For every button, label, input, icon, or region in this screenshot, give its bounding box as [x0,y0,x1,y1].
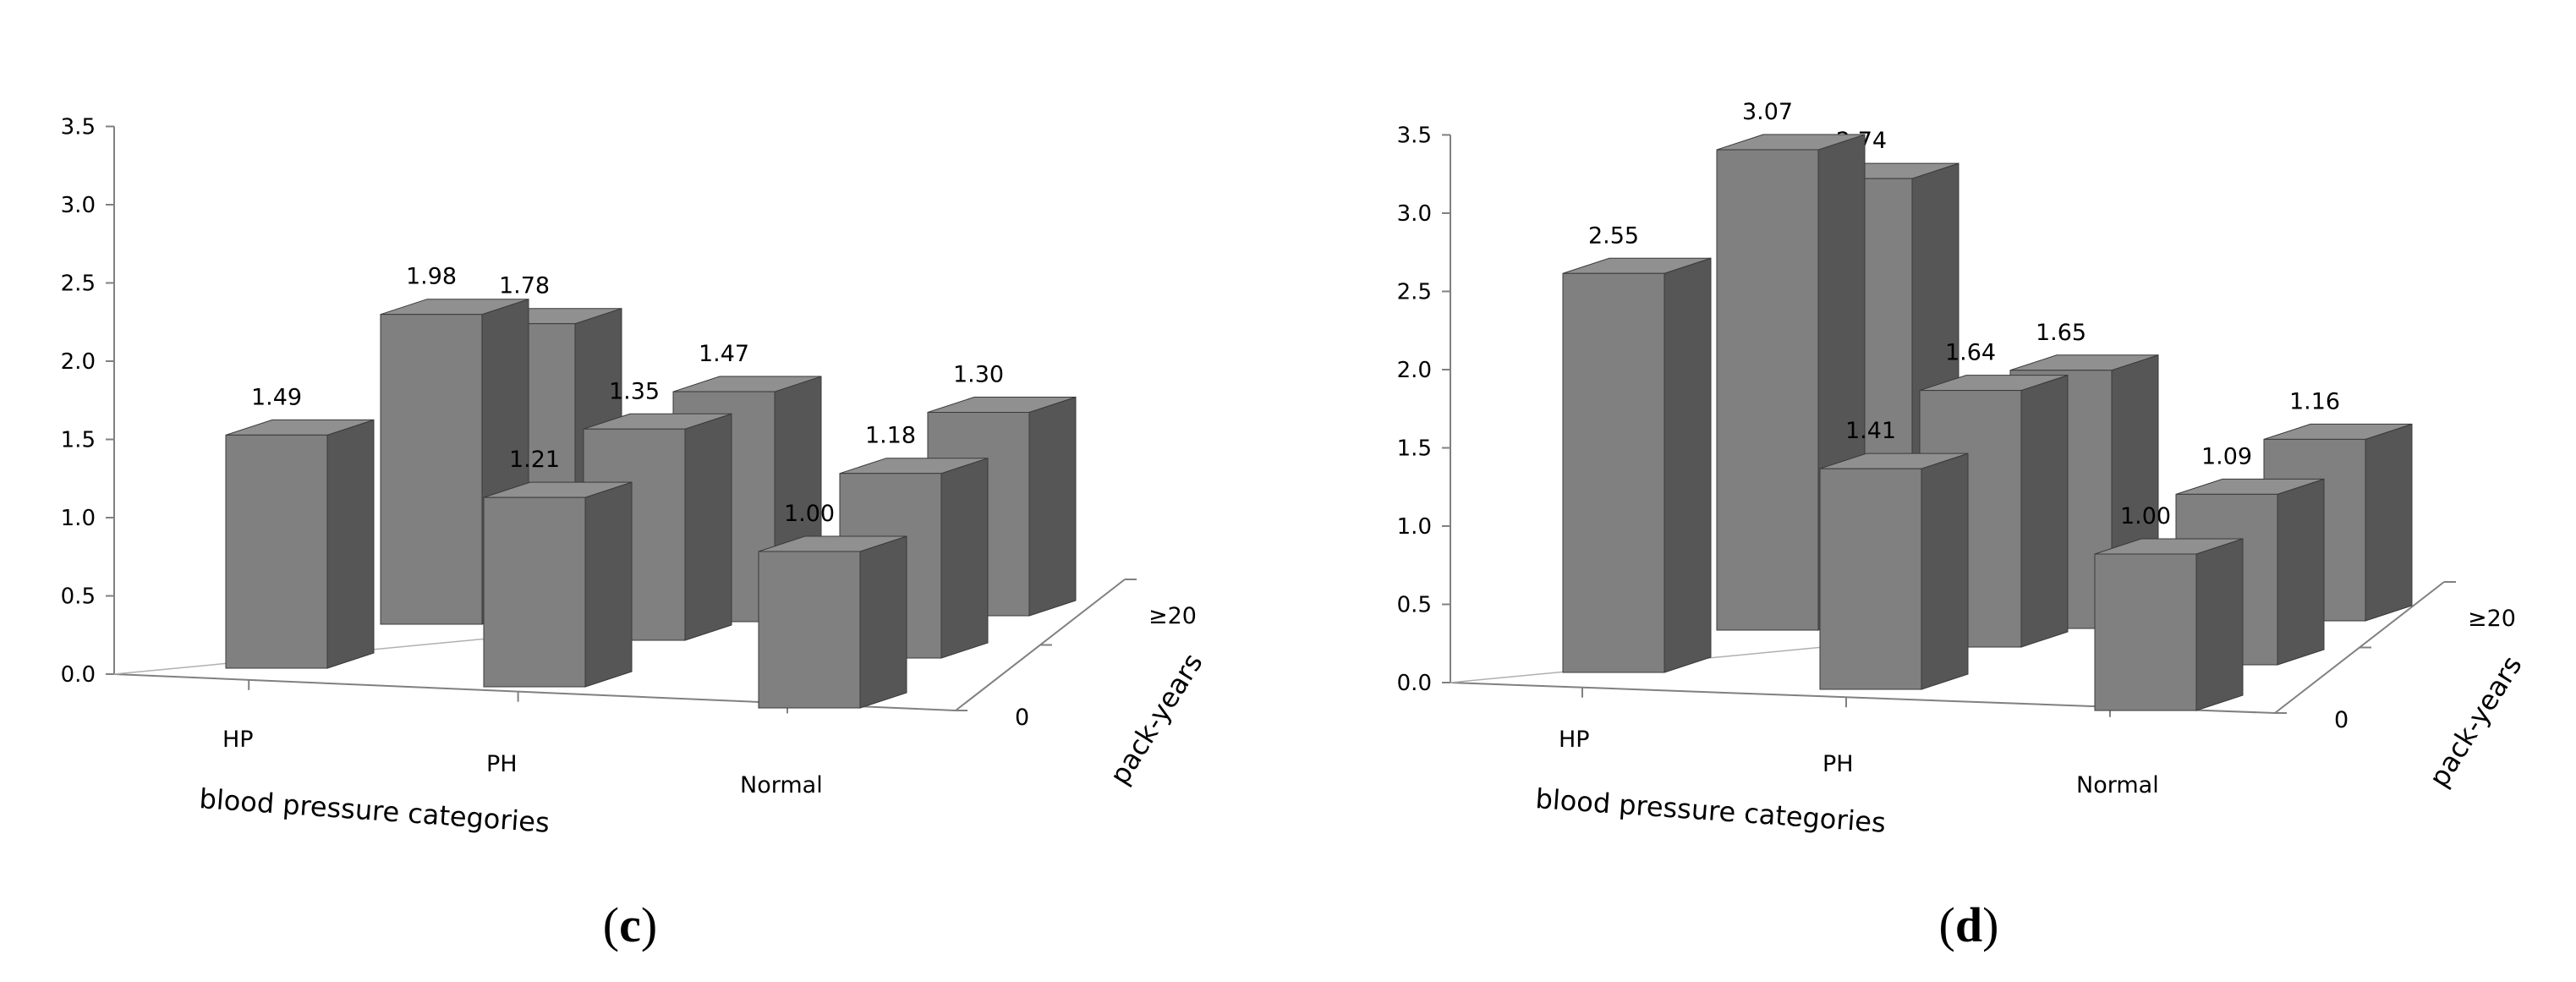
panel-label-letter: d [1955,897,1982,952]
y-tick-label: 3.5 [1397,123,1432,149]
bar-side [2365,423,2413,622]
bar-ph-depth0 [483,481,633,688]
panel-label-open: ( [603,897,619,952]
data-label: 1.98 [406,264,457,290]
y-tick-label: 2.5 [1397,280,1432,305]
bar-front [2094,553,2197,711]
bar-normal-depth0 [758,535,907,709]
bar-normal-depth0 [2094,538,2244,711]
depth-tick-label: 0 [2334,707,2349,733]
bar-front [1819,468,1922,690]
data-label: 1.09 [2201,443,2252,469]
bar-front [1562,272,1665,673]
bar-ph-depth0 [1819,453,1969,690]
bar-hp-depth1 [380,299,529,625]
data-label: 1.64 [1945,340,1996,366]
depth-axis-title: pack-years [2423,650,2529,793]
y-tick-label: 3.0 [61,193,96,218]
data-label: 1.21 [509,447,560,473]
bar-side [2277,478,2325,666]
y-tick-label: 1.5 [61,428,96,453]
data-label: 1.00 [2120,503,2171,529]
bar-front [1716,149,1819,631]
panel-label-close: ) [1982,897,1998,952]
bar-side [326,419,375,669]
bar-side [1921,453,1969,690]
panel-label: (c) [603,897,657,952]
panel-label-open: ( [1939,897,1955,952]
plot-area: 0.0 0.5 1.0 1.5 2.0 2.5 3.0 3.5 1.30 1.47 1.78 1.18… [61,115,1209,953]
y-tick-label: 0.5 [1397,593,1432,618]
data-label: 1.78 [499,273,550,299]
y-tick-label: 1.5 [1397,436,1432,462]
panel-label: (d) [1939,897,1999,952]
panel-label-letter: c [619,897,641,952]
bar-front [225,434,328,669]
bar-front [758,551,861,709]
depth-tick-label: ≥20 [2468,606,2516,632]
x-tick-label: Normal [2076,772,2159,798]
x-tick-label: HP [1559,727,1590,753]
chart-panel-c: 0.0 0.5 1.0 1.5 2.0 2.5 3.0 3.5 1.30 1.47 1.78 1.18… [61,115,1209,953]
y-tick-label: 3.0 [1397,201,1432,227]
y-tick-label: 1.0 [1397,514,1432,540]
y-tick-label: 0.0 [61,662,96,688]
data-label: 1.65 [2036,320,2086,346]
bar-hp-depth0 [1562,257,1712,673]
x-axis-title: blood pressure categories [1534,782,1887,839]
y-tick-label: 0.5 [61,584,96,610]
plot-area: 0.00.51.01.52.02.53.03.51.161.652.741.09… [1397,99,2529,952]
bar-side [940,458,989,659]
depth-tick-label: ≥20 [1148,603,1197,629]
bar-side [859,535,907,709]
x-tick-label: PH [1822,751,1854,777]
bar-side [684,413,732,641]
y-tick-label: 2.0 [61,349,96,375]
x-tick-label: HP [222,727,254,753]
bar-front [380,314,483,625]
panel-label-close: ) [641,897,657,952]
y-tick-label: 2.0 [1397,358,1432,383]
bar-side [1028,396,1077,617]
x-tick-label: Normal [740,772,823,798]
bar-hp-depth0 [225,419,375,669]
data-label: 3.07 [1742,99,1793,125]
y-tick-label: 0.0 [1397,671,1432,696]
y-tick-label: 2.5 [61,272,96,297]
x-tick-label: PH [486,751,518,777]
data-label: 1.00 [784,501,835,527]
bar-side [1663,257,1712,673]
data-label: 1.16 [2289,388,2340,414]
x-axis-title: blood pressure categories [198,782,551,839]
data-label: 1.35 [609,378,660,404]
chart-panel-d: 0.00.51.01.52.02.53.03.51.161.652.741.09… [1397,99,2529,952]
bar-side [2195,538,2244,711]
data-label: 1.47 [699,341,749,367]
data-label: 1.49 [251,384,302,410]
y-tick-label: 1.0 [61,506,96,531]
bar-front [483,496,586,688]
bar-side [584,481,633,688]
data-label: 1.18 [865,423,916,449]
data-label: 2.55 [1588,222,1639,249]
depth-tick-label: 0 [1015,705,1029,731]
data-label: 1.30 [953,362,1004,388]
bar-ph-depth1 [583,413,732,641]
y-tick-label: 3.5 [61,115,96,140]
bar-side [2020,374,2069,648]
depth-axis-title: pack-years [1104,648,1209,791]
data-label: 1.41 [1845,418,1896,444]
